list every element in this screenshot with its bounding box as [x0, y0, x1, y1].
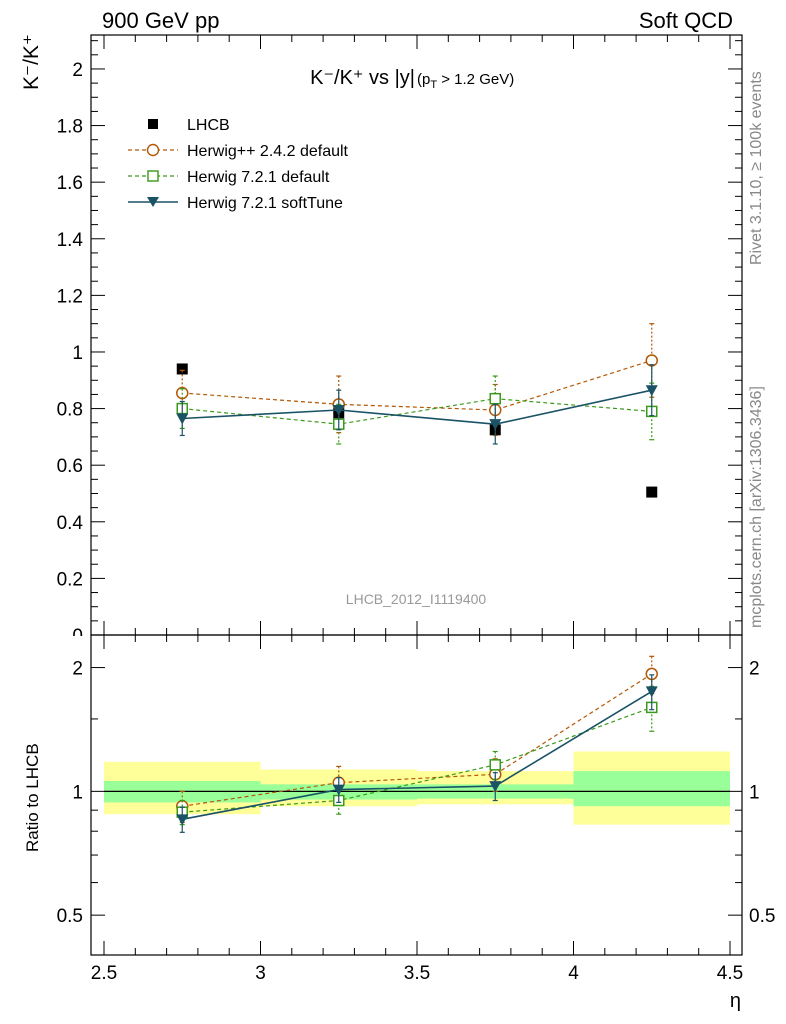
main-axes: 0.20.40.60.811.21.41.61.820 — [57, 35, 742, 650]
ratio-ytick-label-left: 1 — [72, 782, 83, 803]
ratio-line-soft — [182, 690, 653, 821]
main-title: K⁻/K⁺ vs |y| — [310, 67, 415, 89]
main-ytick-label: 1.8 — [57, 117, 83, 138]
main-point-lhcb — [646, 486, 658, 498]
header-left: 900 GeV pp — [102, 8, 219, 33]
main-ylabel: K⁻/K⁺ — [20, 34, 43, 90]
x-axis-label: η — [730, 990, 741, 1012]
main-zero-mask — [60, 636, 90, 650]
legend-item-h721: Herwig 7.2.1 default — [128, 169, 330, 186]
main-point-h721 — [489, 392, 501, 405]
main-ytick-label: 2 — [72, 60, 83, 81]
main-point-soft — [176, 413, 189, 425]
legend-label-herwigpp: Herwig++ 2.4.2 default — [187, 143, 349, 160]
ratio-ytick-label-right: 0.5 — [749, 906, 775, 927]
ratio-point-soft — [332, 784, 345, 796]
ratio-point-soft — [645, 686, 658, 698]
main-point-soft — [332, 405, 345, 416]
main-ytick-label: 0.2 — [57, 569, 83, 590]
analysis-id: LHCB_2012_I1119400 — [346, 591, 487, 607]
main-ytick-label: 1.4 — [57, 230, 84, 251]
ratio-marks — [176, 655, 658, 833]
main-point-lhcb — [176, 363, 188, 375]
main-title-sub-p: (p — [417, 71, 430, 88]
main-point-soft — [645, 385, 658, 397]
main-ytick-label: 1 — [72, 343, 83, 364]
main-ytick-label: 0.4 — [57, 513, 84, 534]
legend-item-herwigpp: Herwig++ 2.4.2 default — [128, 143, 349, 160]
main-marks — [176, 323, 658, 498]
ratio-xtick-label: 2.5 — [91, 963, 117, 984]
ratio-xtick-label: 4 — [568, 963, 579, 984]
legend-label-h721: Herwig 7.2.1 default — [187, 169, 330, 186]
main-ytick-label: 1.6 — [57, 173, 83, 194]
ratio-xtick-label: 3.5 — [404, 963, 430, 984]
main-point-soft — [489, 419, 502, 431]
rivet-label: Rivet 3.1.10, ≥ 100k events — [748, 71, 765, 265]
main-title-sub: (pT > 1.2 GeV) — [417, 71, 514, 91]
main-title-sub-t: T — [430, 79, 437, 91]
main-line-soft — [182, 389, 652, 425]
main-line-herwigpp — [182, 359, 652, 411]
main-line-h721 — [182, 398, 652, 425]
ratio-ytick-label-right: 2 — [749, 659, 760, 680]
ratio-xtick-label: 4.5 — [717, 963, 743, 984]
ratio-point-soft — [176, 814, 189, 826]
ratio-point-h721 — [489, 759, 501, 771]
main-title-sub-rest: > 1.2 GeV) — [437, 71, 514, 88]
main-ytick-label: 0.6 — [57, 456, 83, 477]
legend-label-soft: Herwig 7.2.1 softTune — [187, 195, 343, 212]
mcplots-label: mcplots.cern.ch [arXiv:1306.3436] — [748, 386, 765, 628]
ratio-axes: 0.5 0.5 1 1 2 2 2.5 3 3.5 4 4.5 — [57, 635, 775, 984]
ratio-point-soft — [489, 781, 502, 793]
legend-marker-herwigpp — [146, 143, 160, 157]
main-ytick-label: 0.8 — [57, 400, 83, 421]
header-right: Soft QCD — [639, 8, 733, 33]
ratio-band-inner — [573, 771, 730, 807]
ratio-line-h721 — [182, 706, 652, 813]
legend-marker-lhcb — [148, 119, 158, 129]
ratio-ylabel: Ratio to LHCB — [23, 743, 42, 852]
ratio-line-herwigpp — [182, 673, 653, 807]
legend-item-soft: Herwig 7.2.1 softTune — [128, 195, 343, 212]
legend-item-lhcb: LHCB — [148, 117, 230, 134]
main-ytick-label: 1.2 — [57, 286, 83, 307]
legend-label-lhcb: LHCB — [187, 117, 230, 134]
legend: LHCB Herwig++ 2.4.2 default Herwig 7.2.1… — [128, 117, 349, 212]
ratio-ytick-label-left: 0.5 — [57, 906, 83, 927]
legend-marker-h721 — [147, 170, 159, 182]
ratio-ytick-label-right: 1 — [749, 782, 760, 803]
ratio-xtick-label: 3 — [255, 963, 266, 984]
ratio-ytick-label-left: 2 — [72, 659, 83, 680]
legend-marker-soft — [147, 197, 159, 207]
